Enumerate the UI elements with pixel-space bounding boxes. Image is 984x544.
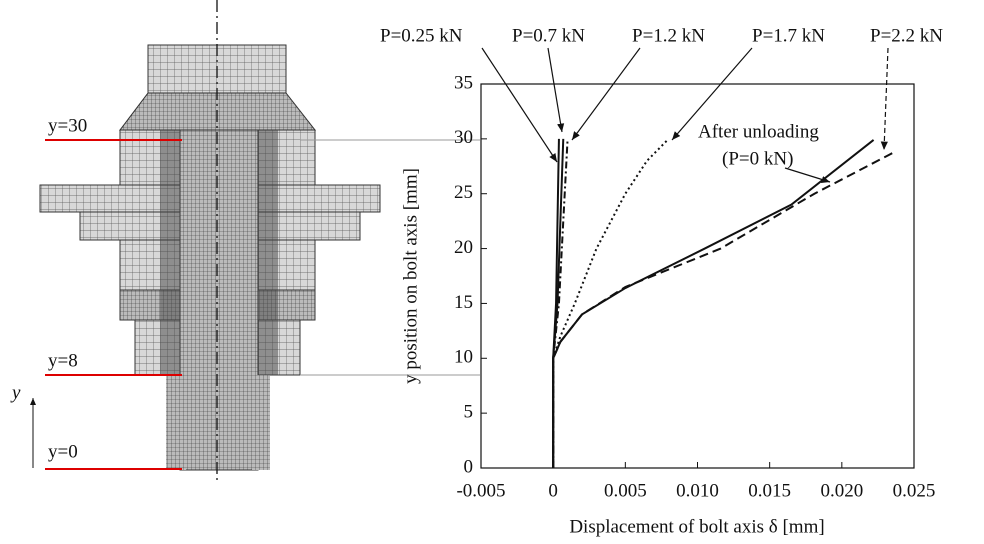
x-tick-label: 0.025 <box>893 480 936 501</box>
y-tick-label: 0 <box>464 456 474 477</box>
y-tick-label: 5 <box>464 402 474 423</box>
y-tick-label: 30 <box>454 127 473 148</box>
annotation: P=1.2 kN <box>632 25 705 46</box>
annotation: P=2.2 kN <box>870 25 943 46</box>
leader-arrow <box>572 48 640 140</box>
series-line <box>553 140 873 468</box>
x-tick-label: 0.010 <box>676 480 719 501</box>
annotation: After unloading <box>698 121 819 142</box>
x-axis-title: Displacement of bolt axis δ [mm] <box>569 516 824 537</box>
annotation: (P=0 kN) <box>722 148 793 169</box>
x-tick-label: 0.015 <box>748 480 791 501</box>
y-axis-title: y position on bolt axis [mm] <box>400 168 421 384</box>
y-tick-label: 35 <box>454 72 473 93</box>
annotation: P=0.25 kN <box>380 25 463 46</box>
level-label: y=8 <box>48 350 78 371</box>
y-tick-label: 15 <box>454 292 473 313</box>
level-label: y=0 <box>48 441 78 462</box>
series-line <box>553 153 892 468</box>
figure: y=30 y=8 y=0 y Displacement of bolt axis… <box>0 0 984 544</box>
leader-arrow <box>482 48 557 162</box>
annotation: P=0.7 kN <box>512 25 585 46</box>
level-label: y=30 <box>48 115 87 136</box>
leader-arrow <box>548 48 562 132</box>
x-tick-label: 0.005 <box>604 480 647 501</box>
y-tick-label: 25 <box>454 182 473 203</box>
series-line <box>553 139 668 468</box>
y-tick-label: 10 <box>454 347 473 368</box>
leader-arrow <box>785 168 830 182</box>
x-tick-label: 0.020 <box>820 480 863 501</box>
x-tick-label: -0.005 <box>456 480 505 501</box>
annotation: P=1.7 kN <box>752 25 825 46</box>
axis-arrow-label: y <box>10 382 21 403</box>
y-tick-label: 20 <box>454 237 473 258</box>
leader-arrow <box>884 48 888 150</box>
x-tick-label: 0 <box>548 480 558 501</box>
